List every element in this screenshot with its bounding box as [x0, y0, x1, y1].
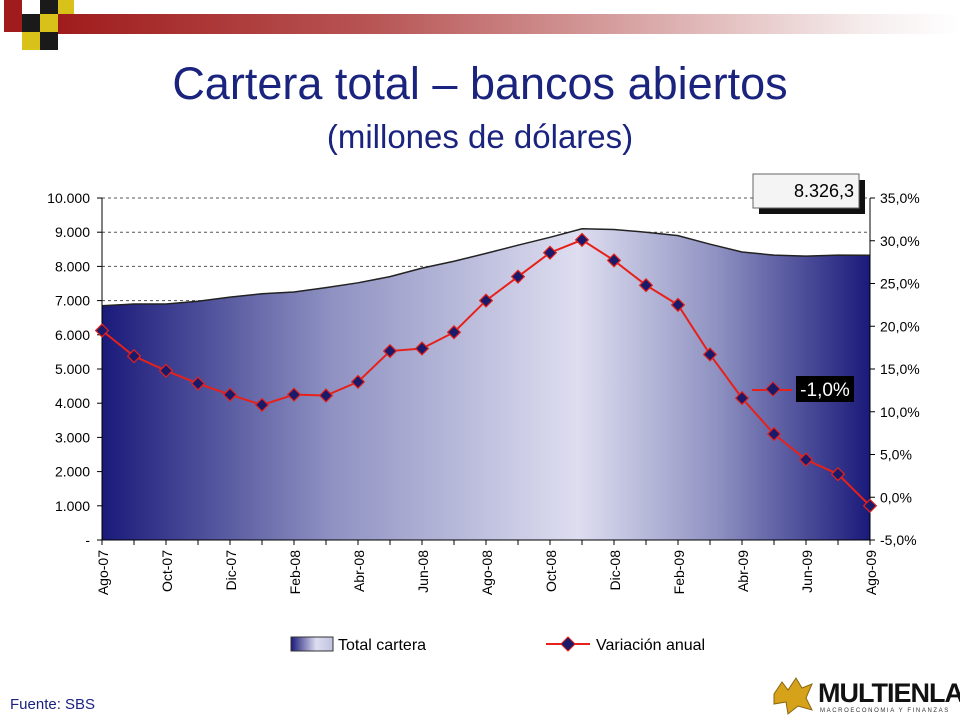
checker-square	[4, 14, 22, 32]
line-point-marker	[446, 325, 462, 340]
line-point-marker	[350, 374, 366, 390]
callout-line-value: -1,0%	[800, 380, 850, 401]
area-top-edge	[101, 228, 871, 307]
checker-square	[4, 0, 22, 14]
line-point-marker	[766, 426, 782, 442]
y-left-tick-label: 3.000	[55, 429, 90, 445]
line-point-marker	[638, 277, 654, 293]
x-tick-label: Ago-08	[479, 550, 495, 595]
x-tick-label: Ago-07	[95, 550, 111, 595]
checker-square	[22, 32, 40, 50]
multienlace-logo: MULTIENLACE MACROECONOMIA Y FINANZAS	[772, 672, 960, 720]
x-tick-label: Feb-09	[671, 550, 687, 595]
x-tick-label: Abr-08	[351, 550, 367, 592]
x-tick-label: Oct-08	[543, 550, 559, 592]
slide-title: Cartera total – bancos abiertos	[172, 58, 788, 109]
line-point-marker	[190, 376, 206, 391]
line-point-marker	[510, 269, 526, 284]
callout-label-bg	[796, 376, 854, 402]
x-tick-label: Jun-09	[799, 550, 815, 593]
line-point-marker	[670, 297, 686, 313]
line-point-marker	[318, 388, 334, 403]
y-left-tick-label: 1.000	[55, 498, 90, 514]
legend-swatch-total-cartera	[290, 636, 334, 652]
x-tick-label: Feb-08	[287, 550, 303, 595]
y-left-tick-label: 8.000	[55, 258, 90, 274]
line-point-marker	[862, 498, 878, 514]
y-right-tick-label: 25,0%	[880, 276, 920, 292]
line-point-marker	[222, 387, 238, 402]
line-point-marker	[254, 397, 270, 413]
line-point-marker	[798, 452, 814, 467]
checker-square	[58, 0, 74, 14]
checker-square	[40, 0, 58, 14]
y-left-tick-label: 10.000	[47, 190, 90, 206]
line-point-marker	[702, 347, 718, 362]
line-value-callout: -1,0%	[752, 376, 854, 402]
slide-subtitle: (millones de dólares)	[326, 118, 634, 155]
y-right-tick-label: 10,0%	[880, 404, 920, 420]
bull-logo-icon	[773, 677, 813, 715]
line-point-marker	[734, 390, 750, 406]
line-point-marker	[126, 348, 142, 364]
y-left-tick-label: 2.000	[55, 464, 90, 480]
y-right-tick-label: 0,0%	[880, 489, 912, 505]
line-point-marker	[158, 363, 174, 378]
line-point-marker	[382, 343, 398, 359]
tick-labels: - 1.000 2.000 3.000 4.000 5.000 6.000 7.000 8.00…	[47, 190, 920, 595]
checker-square	[22, 14, 40, 32]
line-point-marker	[574, 232, 590, 248]
y-right-tick-label: 15,0%	[880, 361, 920, 377]
y-left-tick-label: 5.000	[55, 361, 90, 377]
line-point-marker	[542, 245, 558, 260]
area-value-callout: 8.326,3	[752, 173, 865, 214]
x-tick-label: Dic-07	[223, 550, 239, 591]
line-point-marker	[286, 387, 302, 402]
axes	[97, 197, 875, 545]
x-tick-label: Oct-07	[159, 550, 175, 592]
x-tick-label: Ago-09	[863, 550, 879, 595]
y-right-tick-label: 20,0%	[880, 318, 920, 334]
logo-tagline: MACROECONOMIA Y FINANZAS	[820, 708, 950, 714]
area-fill	[102, 228, 870, 540]
y-left-tick-label: -	[85, 532, 90, 548]
line-series-variacion-anual	[94, 232, 878, 514]
y-right-tick-label: -5,0%	[880, 532, 917, 548]
line-point-marker	[414, 341, 430, 356]
line-point-marker	[830, 466, 846, 482]
line-point-marker	[478, 293, 494, 308]
y-left-tick-label: 9.000	[55, 224, 90, 240]
legend-marker	[560, 636, 576, 652]
x-tick-label: Jun-08	[415, 550, 431, 593]
area-series-total-cartera	[101, 228, 871, 540]
legend-label-variacion-anual: Variación anual	[596, 637, 705, 654]
line-point-marker	[94, 323, 110, 338]
x-tick-label: Abr-09	[735, 550, 751, 592]
legend: Total cartera Variación anual	[290, 636, 705, 654]
header-gradient-bar	[58, 14, 960, 34]
logo-name: MULTIENLACE	[818, 678, 960, 708]
y-left-tick-label: 4.000	[55, 395, 90, 411]
x-tick-label: Dic-08	[607, 550, 623, 591]
y-left-tick-label: 6.000	[55, 327, 90, 343]
y-right-tick-label: 35,0%	[880, 190, 920, 206]
callout-marker	[765, 381, 781, 397]
callout-box	[752, 173, 860, 209]
legend-label-total-cartera: Total cartera	[338, 637, 426, 654]
callout-area-value: 8.326,3	[794, 181, 854, 201]
checker-square	[40, 14, 58, 32]
y-right-tick-label: 30,0%	[880, 233, 920, 249]
source-note: Fuente: SBS	[10, 696, 96, 713]
y-left-tick-label: 7.000	[55, 293, 90, 309]
line-point-marker	[606, 253, 622, 268]
checker-square	[40, 32, 58, 50]
y-right-tick-label: 5,0%	[880, 447, 912, 463]
corner-checker-decoration	[4, 0, 74, 50]
